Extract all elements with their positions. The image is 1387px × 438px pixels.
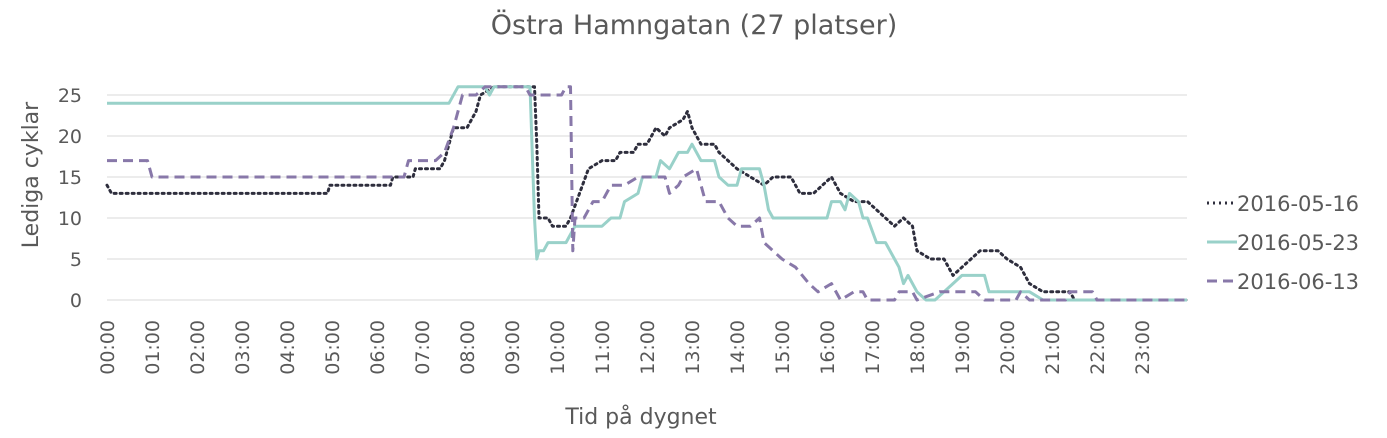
x-tick-label: 16:00 bbox=[817, 320, 839, 375]
x-tick-label: 13:00 bbox=[682, 320, 704, 375]
x-tick-label: 18:00 bbox=[907, 320, 929, 375]
y-tick-label: 25 bbox=[58, 85, 82, 107]
x-tick-label: 23:00 bbox=[1132, 320, 1154, 375]
x-axis-title: Tid på dygnet bbox=[564, 404, 717, 430]
x-tick-label: 20:00 bbox=[997, 320, 1019, 375]
legend: 2016-05-16 2016-05-23 2016-06-13 bbox=[1207, 192, 1359, 294]
x-tick-label: 14:00 bbox=[727, 320, 749, 375]
x-tick-label: 05:00 bbox=[322, 320, 344, 375]
x-tick-label: 19:00 bbox=[952, 320, 974, 375]
x-tick-label: 17:00 bbox=[862, 320, 884, 375]
x-tick-label: 02:00 bbox=[187, 320, 209, 375]
x-tick-label: 09:00 bbox=[502, 320, 524, 375]
x-tick-label: 22:00 bbox=[1087, 320, 1109, 375]
legend-label: 2016-05-16 bbox=[1237, 192, 1359, 216]
chart-title: Östra Hamngatan (27 platser) bbox=[491, 9, 897, 41]
x-tick-label: 01:00 bbox=[142, 320, 164, 375]
y-tick-label: 0 bbox=[70, 290, 82, 312]
series-lines bbox=[105, 85, 1189, 302]
gridlines bbox=[107, 94, 1187, 301]
x-tick-label: 15:00 bbox=[772, 320, 794, 375]
series-line-2016-06-13 bbox=[107, 85, 1187, 302]
x-tick-label: 03:00 bbox=[232, 320, 254, 375]
x-tick-label: 06:00 bbox=[367, 320, 389, 375]
x-tick-label: 00:00 bbox=[97, 320, 119, 375]
x-tick-label: 21:00 bbox=[1042, 320, 1064, 375]
y-tick-label: 15 bbox=[58, 167, 82, 189]
legend-label: 2016-05-23 bbox=[1237, 231, 1359, 255]
x-axis-ticks: 00:00 01:00 02:00 03:00 04:00 05:00 06:00 07:00… bbox=[97, 320, 1154, 375]
series-line-2016-05-23 bbox=[107, 85, 1187, 302]
y-axis-ticks: 0 5 10 15 20 25 bbox=[58, 85, 82, 312]
y-tick-label: 20 bbox=[58, 126, 82, 148]
y-axis-title: Lediga cyklar bbox=[19, 101, 44, 248]
x-tick-label: 08:00 bbox=[457, 320, 479, 375]
legend-label: 2016-06-13 bbox=[1237, 270, 1359, 294]
y-tick-label: 10 bbox=[58, 208, 82, 230]
x-tick-label: 07:00 bbox=[412, 320, 434, 375]
y-tick-label: 5 bbox=[70, 249, 82, 271]
series-line-2016-05-16 bbox=[105, 85, 1189, 302]
x-tick-label: 12:00 bbox=[637, 320, 659, 375]
x-tick-label: 10:00 bbox=[547, 320, 569, 375]
x-tick-label: 04:00 bbox=[277, 320, 299, 375]
x-tick-label: 11:00 bbox=[592, 320, 614, 375]
